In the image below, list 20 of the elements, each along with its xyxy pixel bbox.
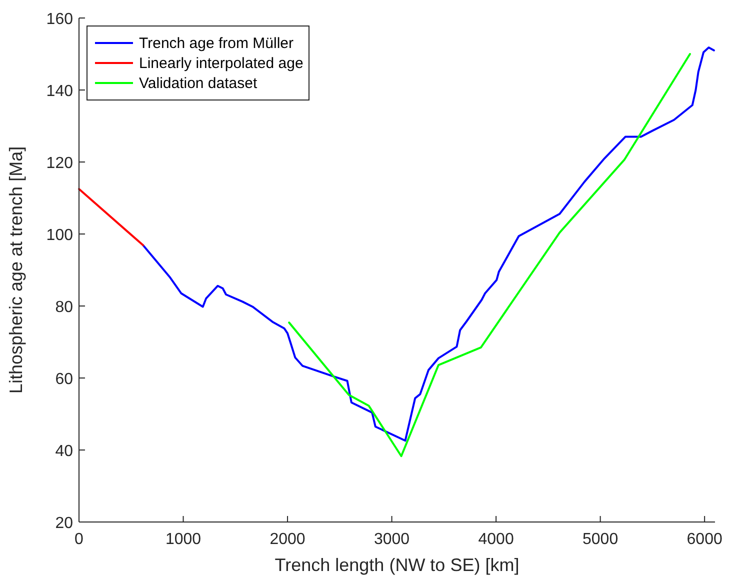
x-tick-label: 1000	[165, 531, 202, 548]
legend-label: Linearly interpolated age	[139, 55, 304, 72]
y-tick-label: 160	[46, 11, 74, 28]
x-tick-label: 4000	[478, 531, 514, 548]
y-tick-label: 60	[55, 371, 74, 388]
y-tick-label: 20	[55, 515, 74, 532]
y-tick-label: 120	[46, 155, 74, 172]
legend-label: Trench age from Müller	[139, 35, 294, 52]
x-tick-label: 0	[74, 531, 84, 548]
x-tick-label: 6000	[686, 531, 722, 548]
y-tick-label: 40	[55, 443, 74, 460]
x-axis-title: Trench length (NW to SE) [km]	[274, 555, 520, 575]
y-tick-label: 140	[46, 83, 74, 100]
legend-label: Validation dataset	[139, 75, 258, 92]
x-tick-label: 5000	[582, 531, 618, 548]
y-axis-title: Lithospheric age at trench [Ma]	[6, 146, 26, 394]
x-tick-label: 2000	[270, 531, 306, 548]
x-tick-label: 3000	[374, 531, 410, 548]
y-tick-label: 100	[46, 227, 74, 244]
y-tick-label: 80	[55, 299, 74, 316]
